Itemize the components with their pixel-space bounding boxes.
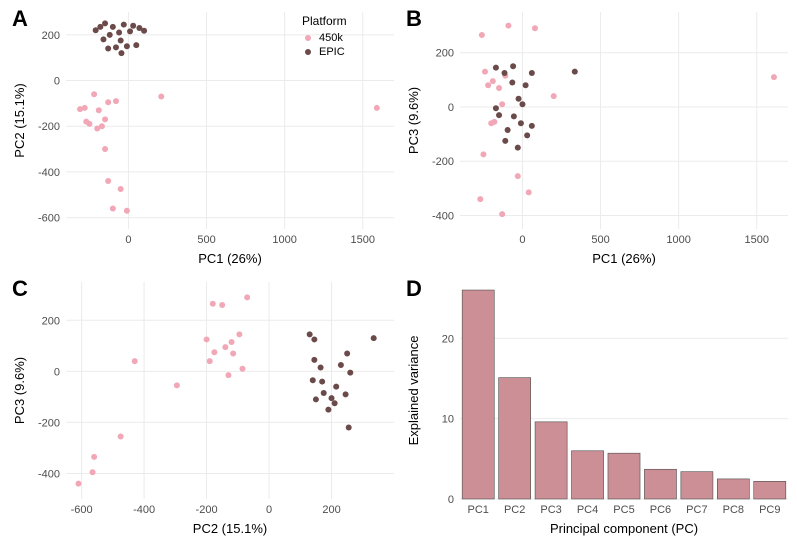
scatter-plot-B: 0 500 1000 1500 -400 -200 0 200 PC1 (26%) PC3 (9.… — [402, 6, 796, 271]
svg-text:Explained variance: Explained variance — [406, 336, 421, 446]
svg-text:-400: -400 — [432, 210, 454, 222]
scatter-plot-C: -600 -400 -200 0 200 -400 -200 0 200 PC2 (15.1%) P… — [8, 276, 402, 541]
legend-label-450k: 450k — [319, 32, 343, 44]
svg-text:200: 200 — [42, 30, 60, 42]
svg-text:1000: 1000 — [272, 234, 296, 246]
svg-text:1500: 1500 — [351, 234, 375, 246]
panel-A: A 050010001500-600-400-2000200PC1 (26%)P… — [8, 6, 402, 271]
legend: Platform 450k EPIC — [302, 14, 347, 59]
svg-text:0: 0 — [519, 234, 525, 246]
svg-text:0: 0 — [448, 102, 454, 114]
legend-dot-450k-icon — [305, 35, 311, 41]
svg-text:Principal component (PC): Principal component (PC) — [550, 521, 698, 536]
svg-text:PC3 (9.6%): PC3 (9.6%) — [406, 87, 421, 154]
svg-text:PC1: PC1 — [468, 504, 489, 516]
svg-text:0: 0 — [125, 234, 131, 246]
svg-text:200: 200 — [42, 315, 60, 327]
svg-text:-200: -200 — [38, 121, 60, 133]
panel-C: C -600-400-2000200-400-2000200PC2 (15.1%… — [8, 276, 402, 541]
svg-text:PC1 (26%): PC1 (26%) — [198, 251, 262, 266]
svg-text:PC2: PC2 — [504, 504, 525, 516]
svg-text:PC8: PC8 — [723, 504, 744, 516]
svg-text:PC4: PC4 — [577, 504, 598, 516]
svg-text:-600: -600 — [38, 213, 60, 225]
bar-chart-D: 0 10 20 PC1 PC2 PC3 PC4 PC5 PC6 PC7 PC8 PC9 Principa… — [402, 276, 796, 541]
svg-text:PC2 (15.1%): PC2 (15.1%) — [193, 521, 267, 536]
panel-D: D 01020PC1PC2PC3PC4PC5PC6PC7PC8PC9Princi… — [402, 276, 796, 541]
svg-text:0: 0 — [266, 504, 272, 516]
svg-text:10: 10 — [442, 414, 454, 426]
svg-text:200: 200 — [436, 48, 454, 60]
legend-dot-epic-icon — [305, 49, 311, 55]
svg-text:-600: -600 — [71, 504, 93, 516]
svg-text:PC7: PC7 — [686, 504, 707, 516]
svg-text:PC3 (9.6%): PC3 (9.6%) — [12, 357, 27, 424]
legend-label-epic: EPIC — [319, 46, 345, 58]
svg-text:0: 0 — [448, 494, 454, 506]
figure-root: A 050010001500-600-400-2000200PC1 (26%)P… — [0, 0, 797, 546]
svg-text:PC2 (15.1%): PC2 (15.1%) — [12, 83, 27, 157]
svg-text:500: 500 — [197, 234, 215, 246]
svg-text:-200: -200 — [432, 156, 454, 168]
legend-item-epic: EPIC — [302, 45, 347, 59]
svg-text:PC6: PC6 — [650, 504, 671, 516]
svg-text:PC1 (26%): PC1 (26%) — [592, 251, 656, 266]
svg-text:20: 20 — [442, 333, 454, 345]
svg-text:200: 200 — [322, 504, 340, 516]
svg-text:0: 0 — [54, 76, 60, 88]
legend-item-450k: 450k — [302, 31, 347, 45]
svg-text:-400: -400 — [133, 504, 155, 516]
svg-text:-200: -200 — [38, 417, 60, 429]
svg-text:500: 500 — [591, 234, 609, 246]
svg-text:PC5: PC5 — [613, 504, 634, 516]
svg-text:1500: 1500 — [745, 234, 769, 246]
svg-text:1000: 1000 — [666, 234, 690, 246]
panel-B: B 050010001500-400-2000200PC1 (26%)PC3 (… — [402, 6, 796, 271]
svg-text:PC3: PC3 — [540, 504, 561, 516]
legend-title: Platform — [302, 14, 347, 28]
svg-text:-200: -200 — [196, 504, 218, 516]
svg-text:PC9: PC9 — [759, 504, 780, 516]
svg-text:-400: -400 — [38, 468, 60, 480]
svg-text:-400: -400 — [38, 167, 60, 179]
svg-text:0: 0 — [54, 366, 60, 378]
